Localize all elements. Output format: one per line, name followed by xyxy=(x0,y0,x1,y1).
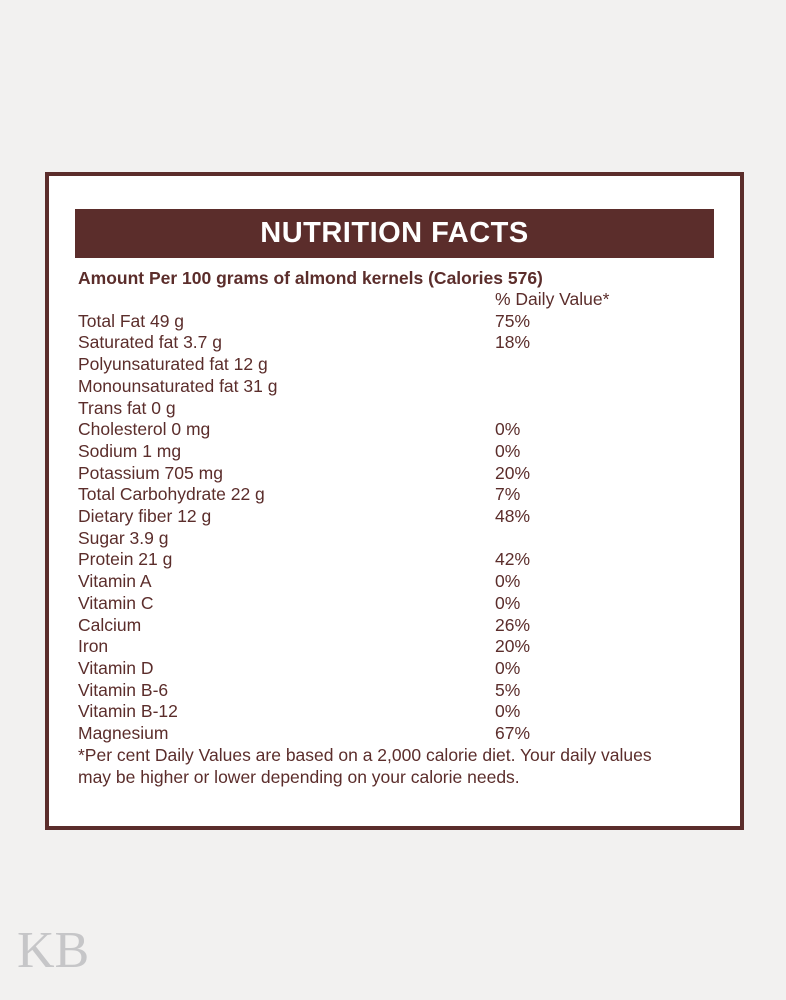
nutrient-daily-value: 48% xyxy=(495,506,531,527)
serving-line: Amount Per 100 grams of almond kernels (… xyxy=(78,268,543,288)
nutrient-name: Cholesterol 0 mg xyxy=(78,419,211,440)
daily-value-header: % Daily Value* xyxy=(495,289,610,309)
nutrient-row: Trans fat 0 g xyxy=(78,398,740,420)
nutrient-row: Magnesium 67% xyxy=(78,723,740,745)
nutrient-row: Cholesterol 0 mg 0% xyxy=(78,419,740,441)
nutrient-daily-value: 0% xyxy=(495,419,521,440)
daily-value-header-row: % Daily Value* xyxy=(78,289,740,311)
nutrient-name: Calcium xyxy=(78,614,142,635)
nutrient-name: Magnesium xyxy=(78,723,169,744)
nutrient-daily-value xyxy=(495,398,740,420)
nutrient-daily-value: 42% xyxy=(495,549,531,570)
nutrient-name: Total Carbohydrate 22 g xyxy=(78,484,265,505)
nutrient-name: Vitamin C xyxy=(78,592,154,613)
nutrient-name: Polyunsaturated fat 12 g xyxy=(78,354,268,375)
nutrient-name: Vitamin B-12 xyxy=(78,701,178,722)
nutrient-row: Vitamin D 0% xyxy=(78,658,740,680)
nutrient-row: Dietary fiber 12 g 48% xyxy=(78,506,740,528)
nutrient-daily-value: 0% xyxy=(495,701,521,722)
nutrient-rows: Total Fat 49 g 75% Saturated fat 3.7 g 18% P… xyxy=(78,311,740,745)
nutrient-name: Sugar 3.9 g xyxy=(78,527,169,548)
nutrient-row: Protein 21 g 42% xyxy=(78,549,740,571)
nutrient-daily-value: 7% xyxy=(495,484,521,505)
nutrient-row: Calcium 26% xyxy=(78,615,740,637)
nutrient-name: Vitamin D xyxy=(78,657,154,678)
nutrient-daily-value: 20% xyxy=(495,636,531,657)
nutrient-daily-value: 20% xyxy=(495,462,531,483)
nutrient-row: Iron 20% xyxy=(78,636,740,658)
nutrient-name: Vitamin B-6 xyxy=(78,679,169,700)
nutrient-daily-value: 5% xyxy=(495,679,521,700)
nutrient-row: Vitamin B-6 5% xyxy=(78,680,740,702)
nutrient-name: Dietary fiber 12 g xyxy=(78,506,212,527)
nutrient-row: Total Carbohydrate 22 g 7% xyxy=(78,484,740,506)
nutrient-row: Total Fat 49 g 75% xyxy=(78,311,740,333)
nutrient-row: Saturated fat 3.7 g 18% xyxy=(78,332,740,354)
nutrient-name: Iron xyxy=(78,636,109,657)
nutrient-row: Vitamin B-12 0% xyxy=(78,701,740,723)
nutrient-row: Vitamin C 0% xyxy=(78,593,740,615)
nutrition-label-title: NUTRITION FACTS xyxy=(260,217,529,249)
nutrient-daily-value: 0% xyxy=(495,440,521,461)
nutrient-name: Potassium 705 mg xyxy=(78,462,223,483)
nutrient-daily-value xyxy=(495,354,740,376)
nutrient-row: Potassium 705 mg 20% xyxy=(78,463,740,485)
nutrient-name: Protein 21 g xyxy=(78,549,173,570)
nutrient-name: Vitamin A xyxy=(78,571,152,592)
nutrient-daily-value: 0% xyxy=(495,592,521,613)
nutrient-daily-value: 0% xyxy=(495,571,521,592)
nutrient-row: Vitamin A 0% xyxy=(78,571,740,593)
nutrient-row: Sugar 3.9 g xyxy=(78,528,740,550)
nutrient-row: Sodium 1 mg 0% xyxy=(78,441,740,463)
nutrient-daily-value xyxy=(495,528,740,550)
nutrient-name: Total Fat 49 g xyxy=(78,310,185,331)
nutrient-daily-value: 67% xyxy=(495,723,531,744)
nutrition-label-title-bar: NUTRITION FACTS xyxy=(75,209,714,258)
nutrient-daily-value: 26% xyxy=(495,614,531,635)
nutrient-name: Saturated fat 3.7 g xyxy=(78,332,222,353)
nutrient-daily-value: 75% xyxy=(495,310,531,331)
nutrient-name: Sodium 1 mg xyxy=(78,440,182,461)
nutrient-row: Polyunsaturated fat 12 g xyxy=(78,354,740,376)
nutrient-daily-value: 0% xyxy=(495,657,521,678)
nutrient-daily-value xyxy=(495,376,740,398)
daily-value-header-spacer xyxy=(78,289,495,311)
footnote: *Per cent Daily Values are based on a 2,… xyxy=(78,744,652,787)
kb-watermark: KB xyxy=(17,922,90,979)
nutrient-name: Trans fat 0 g xyxy=(78,397,176,418)
nutrition-label: NUTRITION FACTS Amount Per 100 grams of … xyxy=(45,172,744,830)
nutrient-daily-value: 18% xyxy=(495,332,531,353)
nutrient-row: Monounsaturated fat 31 g xyxy=(78,376,740,398)
nutrient-name: Monounsaturated fat 31 g xyxy=(78,375,278,396)
